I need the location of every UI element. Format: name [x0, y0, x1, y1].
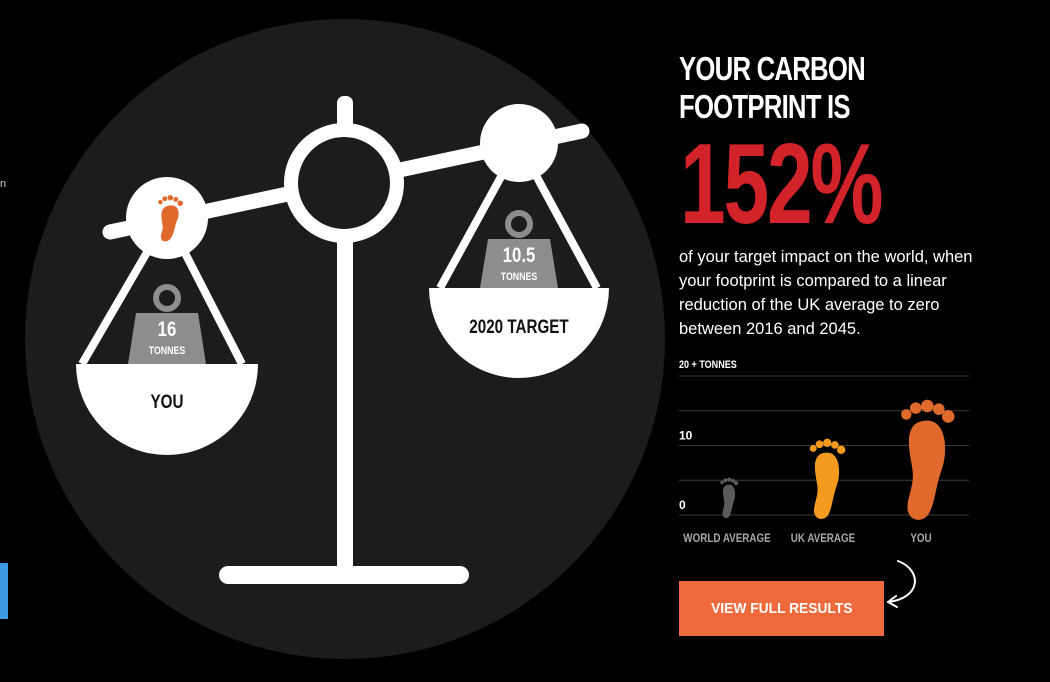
footprint-percent: 152% [680, 121, 883, 248]
you-weight-unit: TONNES [148, 345, 186, 357]
view-full-results-label: VIEW FULL RESULTS [710, 600, 853, 617]
category-label: WORLD AVERAGE [683, 532, 770, 545]
y-tick-label: 0 [679, 498, 686, 512]
you-pan-label: YOU [150, 392, 184, 413]
scale-base [219, 566, 469, 584]
target-weight-unit: TONNES [500, 271, 538, 283]
headline-line-1: YOUR CARBON [679, 50, 866, 87]
pan-target [429, 104, 609, 378]
y-tick-label: 10 [679, 429, 693, 443]
view-full-results-button[interactable]: VIEW FULL RESULTS [679, 581, 884, 636]
curved-arrow-icon [887, 560, 916, 608]
side-tab[interactable] [0, 563, 8, 619]
target-weight-value: 10.5 [502, 244, 536, 267]
footprint-bar-world-average [720, 477, 739, 518]
result-description: of your target impact on the world, when… [679, 248, 973, 338]
balance-scale-illustration [25, 19, 665, 659]
footprint-bar-uk-average [809, 438, 846, 519]
chart-scale-label: 20 + TONNES [679, 359, 737, 371]
headline-line-2: FOOTPRINT IS [679, 88, 851, 125]
pan-you [76, 177, 258, 455]
category-label: UK AVERAGE [791, 532, 855, 545]
footprint-icon [158, 194, 183, 242]
pivot-ring [284, 123, 404, 243]
you-weight-value: 16 [157, 318, 177, 341]
weight-you [128, 284, 206, 364]
headline: YOUR CARBON FOOTPRINT IS [679, 50, 882, 126]
side-text-fragment: n [0, 178, 7, 190]
category-label: YOU [910, 532, 931, 545]
footprint-bar-you [901, 399, 955, 520]
weight-target [480, 210, 558, 288]
footprint-comparison-chart: 10 0 WORLD AVERAGE UK AVERAGE YOU [679, 375, 969, 545]
target-pan-label: 2020 TARGET [469, 317, 569, 338]
